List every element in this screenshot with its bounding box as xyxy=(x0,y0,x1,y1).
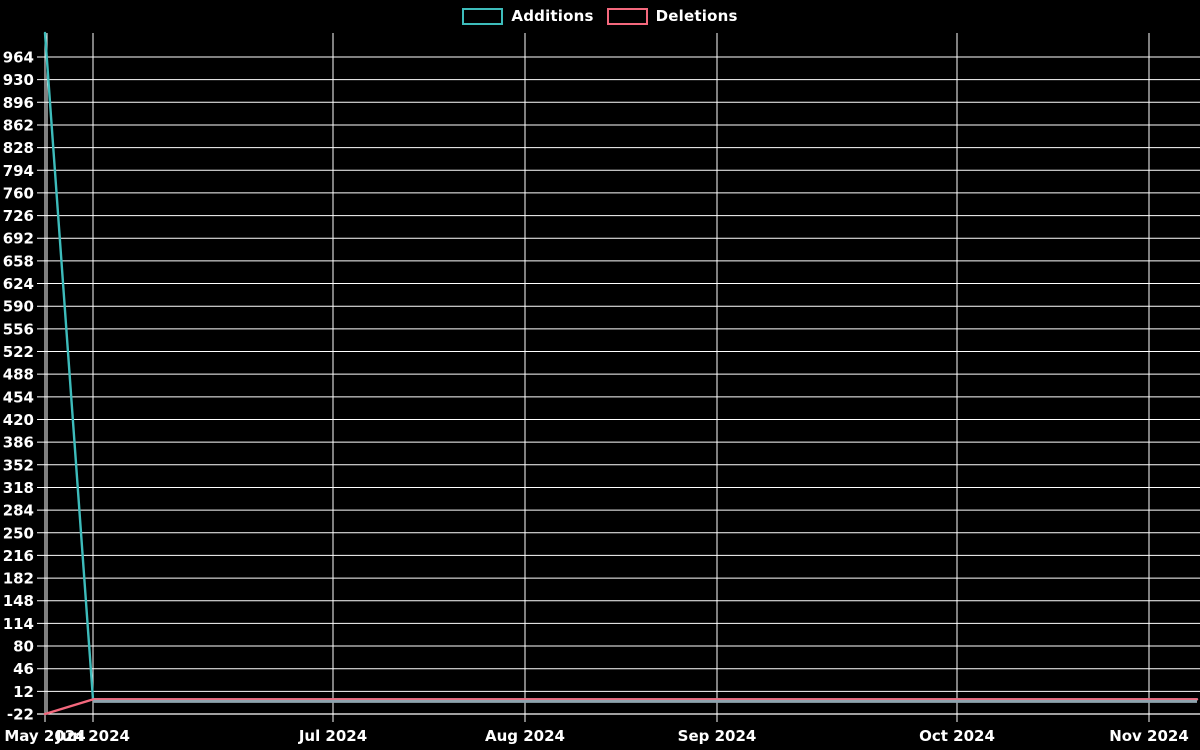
y-tick-label: 760 xyxy=(3,184,34,202)
deletions-line xyxy=(43,698,1199,716)
x-tick-label: May 2024 xyxy=(4,727,85,745)
additions-line xyxy=(43,31,1199,701)
y-tick-label: 828 xyxy=(3,139,34,157)
y-tick-label: 454 xyxy=(3,388,34,406)
x-tick-label: Jun 2024 xyxy=(55,727,130,745)
deletions-swatch-icon xyxy=(606,7,648,25)
y-tick-label: 12 xyxy=(13,683,34,701)
y-tick-label: -22 xyxy=(7,706,34,724)
legend-item-deletions: Deletions xyxy=(606,7,738,25)
y-tick-label: 80 xyxy=(13,638,34,656)
x-tick-label: Aug 2024 xyxy=(485,727,565,745)
x-tick-label: Jul 2024 xyxy=(298,727,367,745)
y-tick-label: 420 xyxy=(3,411,34,429)
y-tick-label: 386 xyxy=(3,434,34,452)
y-tick-label: 862 xyxy=(3,116,34,134)
y-tick-label: 522 xyxy=(3,343,34,361)
y-tick-label: 284 xyxy=(3,502,34,520)
y-tick-label: 352 xyxy=(3,456,34,474)
y-tick-label: 318 xyxy=(3,479,34,497)
additions-swatch-icon xyxy=(462,7,504,25)
y-tick-label: 46 xyxy=(13,660,34,678)
y-tick-label: 148 xyxy=(3,592,34,610)
x-tick-label: Nov 2024 xyxy=(1109,727,1189,745)
y-tick-label: 556 xyxy=(3,320,34,338)
y-tick-label: 216 xyxy=(3,547,34,565)
y-tick-label: 590 xyxy=(3,298,34,316)
y-tick-label: 182 xyxy=(3,570,34,588)
y-tick-label: 488 xyxy=(3,366,34,384)
x-tick-label: Sep 2024 xyxy=(678,727,757,745)
chart-legend: Additions Deletions xyxy=(0,7,1200,25)
y-tick-label: 624 xyxy=(3,275,34,293)
legend-label-deletions: Deletions xyxy=(655,7,738,25)
x-tick-label: Oct 2024 xyxy=(919,727,995,745)
y-tick-label: 726 xyxy=(3,207,34,225)
y-tick-label: 896 xyxy=(3,94,34,112)
y-tick-label: 930 xyxy=(3,71,34,89)
legend-item-additions: Additions xyxy=(462,7,593,25)
y-tick-label: 250 xyxy=(3,524,34,542)
y-tick-label: 964 xyxy=(3,48,34,66)
y-tick-label: 114 xyxy=(3,615,34,633)
legend-label-additions: Additions xyxy=(511,7,594,25)
y-tick-label: 794 xyxy=(3,162,34,180)
y-tick-label: 692 xyxy=(3,230,34,248)
y-tick-label: 658 xyxy=(3,252,34,270)
